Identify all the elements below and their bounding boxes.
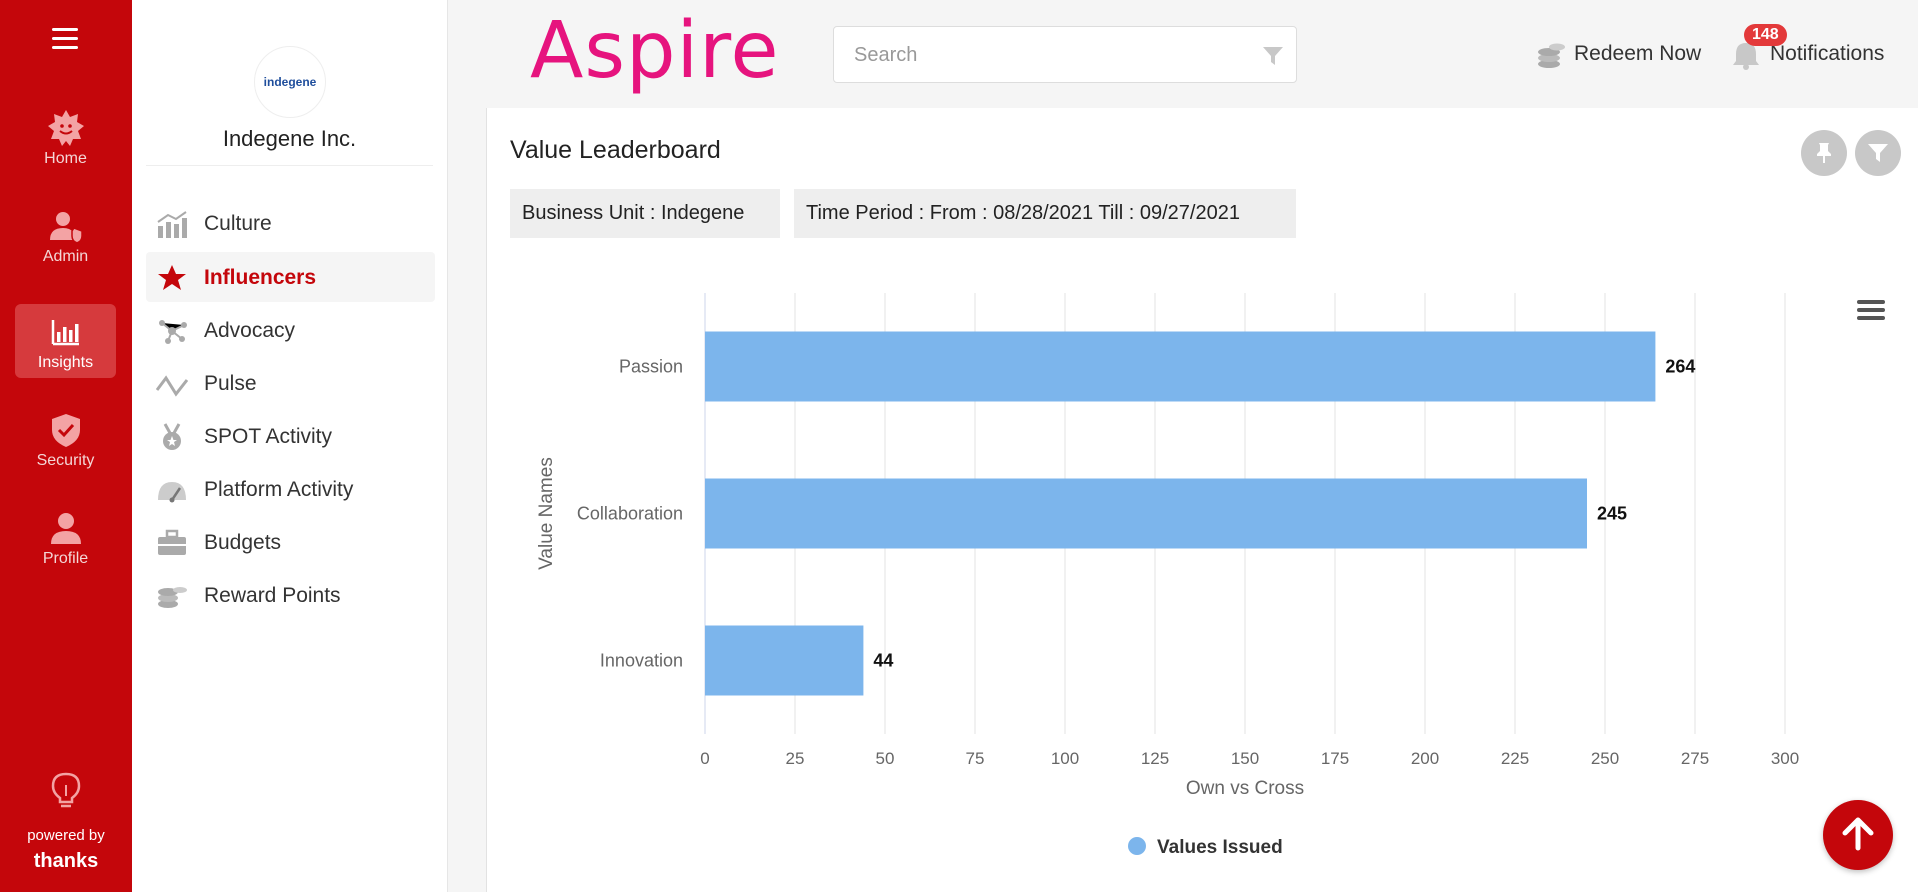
rail-label: Security	[36, 452, 95, 469]
sidebar-item-label: Advocacy	[204, 319, 296, 342]
notification-count-badge: 148	[1744, 24, 1787, 46]
rail-label: Home	[44, 150, 87, 167]
pin-button[interactable]	[1801, 130, 1847, 176]
rail-item-admin[interactable]: Admin	[15, 198, 116, 272]
redeem-label: Redeem Now	[1574, 42, 1702, 65]
x-tick-label: 50	[876, 749, 895, 768]
main-card: Value Leaderboard Business Unit : Indege…	[486, 108, 1918, 892]
sidebar-item-reward-points[interactable]: Reward Points	[146, 570, 435, 620]
rail-label: Profile	[42, 550, 89, 567]
sidebar-item-label: Influencers	[204, 266, 317, 289]
sidebar-divider	[146, 165, 433, 166]
y-axis-title: Value Names	[536, 457, 557, 570]
briefcase-icon	[158, 529, 186, 555]
bar	[705, 478, 1587, 549]
rail-label: Admin	[42, 248, 89, 265]
powered-by-brand: thanks	[33, 850, 99, 872]
x-tick-label: 0	[700, 749, 709, 768]
page-title: Value Leaderboard	[510, 136, 721, 164]
x-tick-label: 175	[1321, 749, 1349, 768]
rail-item-security[interactable]: Security	[15, 402, 116, 476]
org-logo-text: indegene	[263, 75, 317, 89]
top-bar: Aspire Redeem Now Notifications 148	[448, 0, 1918, 108]
arrow-up-icon	[1842, 817, 1874, 851]
search-input[interactable]	[854, 41, 1234, 69]
star-icon	[158, 265, 186, 290]
x-tick-label: 225	[1501, 749, 1529, 768]
data-label: 245	[1597, 504, 1627, 524]
x-tick-label: 75	[966, 749, 985, 768]
sidebar-item-advocacy[interactable]: Advocacy	[146, 305, 435, 355]
pin-icon	[1817, 143, 1831, 163]
coins-icon	[158, 587, 187, 608]
sidebar-item-label: Budgets	[204, 531, 282, 554]
medal-icon	[163, 423, 181, 450]
sidebar-item-label: Pulse	[204, 372, 257, 395]
rail-label: Insights	[37, 354, 94, 371]
y-category-label: Collaboration	[577, 504, 683, 524]
x-axis-title: Own vs Cross	[1186, 778, 1304, 799]
shield-check-icon	[51, 414, 80, 447]
powered-by-text: powered by	[27, 827, 105, 844]
bar	[705, 331, 1656, 402]
scroll-to-top-button[interactable]	[1823, 800, 1893, 870]
sidebar-item-label: Platform Activity	[204, 478, 354, 501]
left-rail: Home Admin Insights Security	[0, 0, 132, 892]
gauge-icon	[158, 482, 186, 503]
data-label: 44	[873, 651, 893, 671]
x-tick-label: 250	[1591, 749, 1619, 768]
pulse-line-icon	[156, 375, 188, 397]
filter-icon[interactable]	[1262, 45, 1284, 67]
sidebar-item-platform-activity[interactable]: Platform Activity	[146, 464, 435, 514]
lightbulb-icon	[51, 772, 81, 808]
time-period-chip: Time Period : From : 08/28/2021 Till : 0…	[794, 189, 1296, 238]
bar	[705, 625, 864, 696]
secondary-sidebar: indegene Indegene Inc. Culture Influence…	[132, 0, 448, 892]
sidebar-item-budgets[interactable]: Budgets	[146, 517, 435, 567]
y-category-label: Passion	[619, 357, 683, 377]
y-category-label: Innovation	[600, 651, 683, 671]
rail-item-insights[interactable]: Insights	[15, 304, 116, 378]
x-tick-label: 275	[1681, 749, 1709, 768]
chart-menu-icon[interactable]	[1857, 300, 1885, 324]
sidebar-item-pulse[interactable]: Pulse	[146, 358, 435, 408]
sidebar-item-label: Culture	[204, 212, 272, 235]
value-leaderboard-chart: 0 25 50 75 100 125 150 175 200 225 250 275 300 Passio…	[536, 293, 1799, 858]
x-tick-label: 100	[1051, 749, 1079, 768]
coins-icon	[1538, 43, 1565, 68]
x-tick-label: 150	[1231, 749, 1259, 768]
bar-growth-icon	[157, 211, 187, 238]
network-icon	[159, 320, 187, 344]
notifications-button[interactable]: Notifications 148	[1730, 24, 1910, 70]
legend-label: Values Issued	[1157, 837, 1283, 858]
user-icon	[50, 513, 81, 544]
menu-icon[interactable]	[52, 28, 78, 50]
bell-icon	[1733, 43, 1759, 70]
rail-item-home[interactable]: Home	[15, 100, 116, 174]
admin-user-icon	[49, 212, 83, 244]
x-tick-label: 25	[786, 749, 805, 768]
sidebar-item-spot-activity[interactable]: SPOT Activity	[146, 411, 435, 461]
notifications-label: Notifications	[1770, 42, 1885, 65]
org-logo: indegene	[254, 46, 326, 118]
sun-face-icon	[47, 110, 84, 146]
rail-item-profile[interactable]: Profile	[15, 500, 116, 574]
x-tick-label: 125	[1141, 749, 1169, 768]
brand-logo: Aspire	[530, 6, 780, 96]
sidebar-item-label: SPOT Activity	[204, 425, 332, 448]
sidebar-item-culture[interactable]: Culture	[146, 198, 435, 248]
sidebar-item-label: Reward Points	[204, 584, 341, 607]
bar-chart-icon	[51, 320, 79, 346]
sidebar-item-influencers[interactable]: Influencers	[146, 252, 435, 302]
chart-filter-button[interactable]	[1855, 130, 1901, 176]
x-tick-label: 300	[1771, 749, 1799, 768]
filter-icon	[1868, 144, 1888, 162]
x-tick-label: 200	[1411, 749, 1439, 768]
business-unit-chip: Business Unit : Indegene	[510, 189, 780, 238]
legend-marker	[1128, 837, 1146, 855]
org-name: Indegene Inc.	[222, 126, 357, 151]
data-label: 264	[1665, 357, 1695, 377]
search-box	[833, 26, 1297, 83]
